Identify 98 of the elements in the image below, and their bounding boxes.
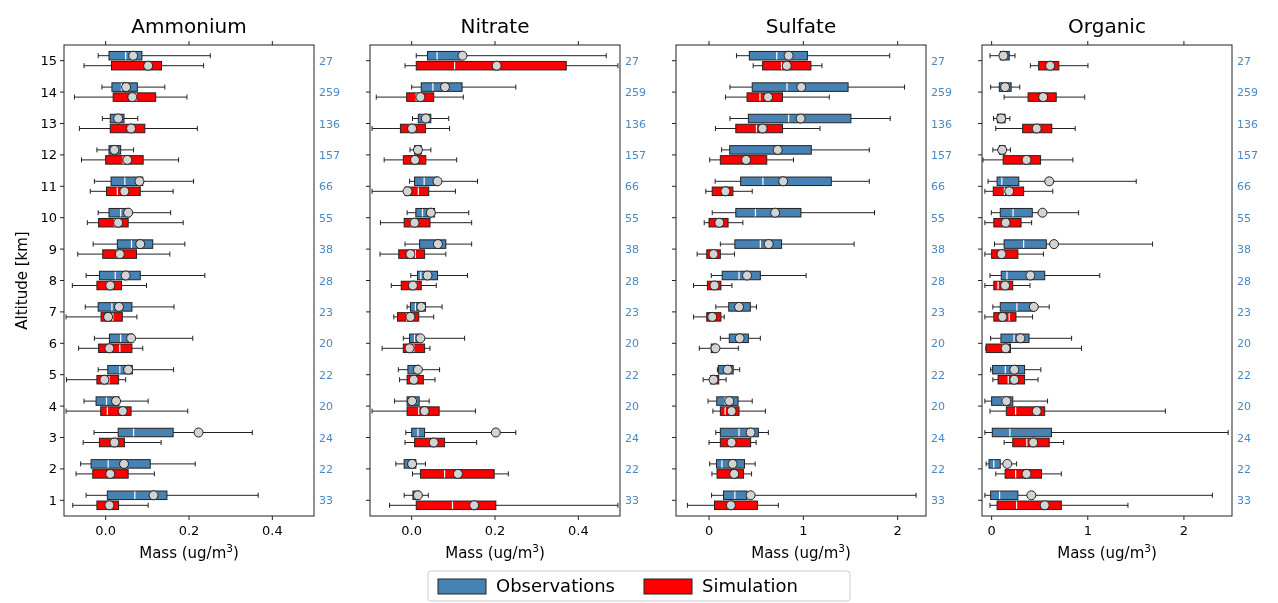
- x-tick-label: 1: [1083, 523, 1092, 538]
- text: 23: [1237, 305, 1251, 319]
- text: 157: [931, 148, 952, 162]
- text: 259: [319, 86, 340, 100]
- legend-label: Simulation: [702, 575, 798, 596]
- chart-title: Ammonium: [131, 14, 247, 38]
- x-axis-title: Mass (ug/m$^{3}$): [751, 542, 851, 562]
- text: 24: [931, 431, 945, 445]
- text: 27: [931, 54, 945, 68]
- y-tick-label: 11: [40, 178, 57, 194]
- x-tick-label: 0.2: [484, 523, 506, 538]
- text: 20: [319, 400, 333, 414]
- text: 22: [931, 368, 945, 382]
- text: 22: [1237, 368, 1251, 382]
- chart-title: Nitrate: [460, 14, 530, 38]
- text: 33: [1237, 494, 1251, 508]
- y-tick-label: 2: [48, 461, 57, 477]
- text: 20: [319, 337, 333, 351]
- y-tick-label: 10: [40, 210, 57, 226]
- text: 22: [625, 462, 639, 476]
- y-tick-label: 6: [48, 335, 57, 351]
- x-tick-label: 0.4: [261, 523, 283, 538]
- text: 55: [625, 211, 639, 225]
- text: 38: [625, 243, 639, 257]
- text: 20: [625, 400, 639, 414]
- x-tick-label: 0.4: [567, 523, 589, 538]
- x-tick-label: 0.2: [178, 523, 200, 538]
- text: 259: [1237, 86, 1258, 100]
- text: 157: [625, 148, 646, 162]
- text: 157: [1237, 148, 1258, 162]
- y-tick-label: 5: [48, 367, 57, 383]
- y-tick-label: 12: [40, 147, 57, 163]
- text: 22: [1237, 462, 1251, 476]
- x-tick-label: 0.0: [95, 523, 117, 538]
- text: 136: [931, 117, 952, 131]
- text: 33: [319, 494, 333, 508]
- legend-label: Observations: [496, 575, 615, 596]
- text: 66: [931, 180, 945, 194]
- text: 24: [1237, 431, 1251, 445]
- x-tick-label: 1: [799, 523, 808, 538]
- y-tick-label: 15: [40, 53, 57, 69]
- text: 55: [1237, 211, 1251, 225]
- x-axis-title: Mass (ug/m$^{3}$): [139, 542, 239, 562]
- text: 38: [319, 243, 333, 257]
- text: 27: [319, 54, 333, 68]
- text: 20: [931, 400, 945, 414]
- text: 22: [625, 368, 639, 382]
- text: 33: [931, 494, 945, 508]
- chart-title: Sulfate: [765, 14, 837, 38]
- text: 66: [319, 180, 333, 194]
- x-axis-title: Mass (ug/m$^{3}$): [445, 542, 545, 562]
- y-axis-title: Altitude [km]: [13, 231, 31, 330]
- text: 55: [931, 211, 945, 225]
- text: 66: [1237, 180, 1251, 194]
- text: 22: [319, 462, 333, 476]
- text: 66: [625, 180, 639, 194]
- text: 28: [319, 274, 333, 288]
- text: 259: [625, 86, 646, 100]
- text: 28: [1237, 274, 1251, 288]
- text: 24: [625, 431, 639, 445]
- text: 136: [625, 117, 646, 131]
- y-tick-label: 14: [40, 84, 57, 100]
- text: 23: [625, 305, 639, 319]
- text: 38: [1237, 243, 1251, 257]
- text: 23: [931, 305, 945, 319]
- text: 20: [625, 337, 639, 351]
- text: 259: [931, 86, 952, 100]
- text: 28: [931, 274, 945, 288]
- y-tick-label: 4: [48, 398, 57, 414]
- text: 22: [931, 462, 945, 476]
- x-tick-label: 2: [893, 523, 902, 538]
- text: 20: [1237, 400, 1251, 414]
- text: 136: [1237, 117, 1258, 131]
- text: 27: [1237, 54, 1251, 68]
- text: 20: [931, 337, 945, 351]
- text: 55: [319, 211, 333, 225]
- y-tick-label: 3: [48, 430, 57, 445]
- text: 136: [319, 117, 340, 131]
- text: 23: [319, 305, 333, 319]
- y-tick-label: 9: [48, 241, 57, 257]
- x-tick-label: 0: [704, 523, 714, 538]
- y-tick-label: 8: [48, 273, 57, 288]
- x-tick-label: 0: [987, 523, 996, 538]
- text: 20: [1237, 337, 1251, 351]
- y-tick-label: 1: [48, 492, 57, 508]
- text: 22: [319, 368, 333, 382]
- y-tick-label: 13: [40, 116, 57, 131]
- y-tick-label: 7: [48, 304, 57, 320]
- text: 24: [319, 431, 333, 445]
- x-tick-label: 2: [1179, 523, 1189, 538]
- text: 33: [625, 494, 639, 508]
- text: 38: [931, 243, 945, 257]
- x-axis-title: Mass (ug/m$^{3}$): [1057, 542, 1157, 562]
- text: 27: [625, 54, 639, 68]
- chart-title: Organic: [1068, 14, 1146, 38]
- text: 157: [319, 148, 340, 162]
- text: 28: [625, 274, 639, 288]
- x-tick-label: 0.0: [401, 523, 423, 538]
